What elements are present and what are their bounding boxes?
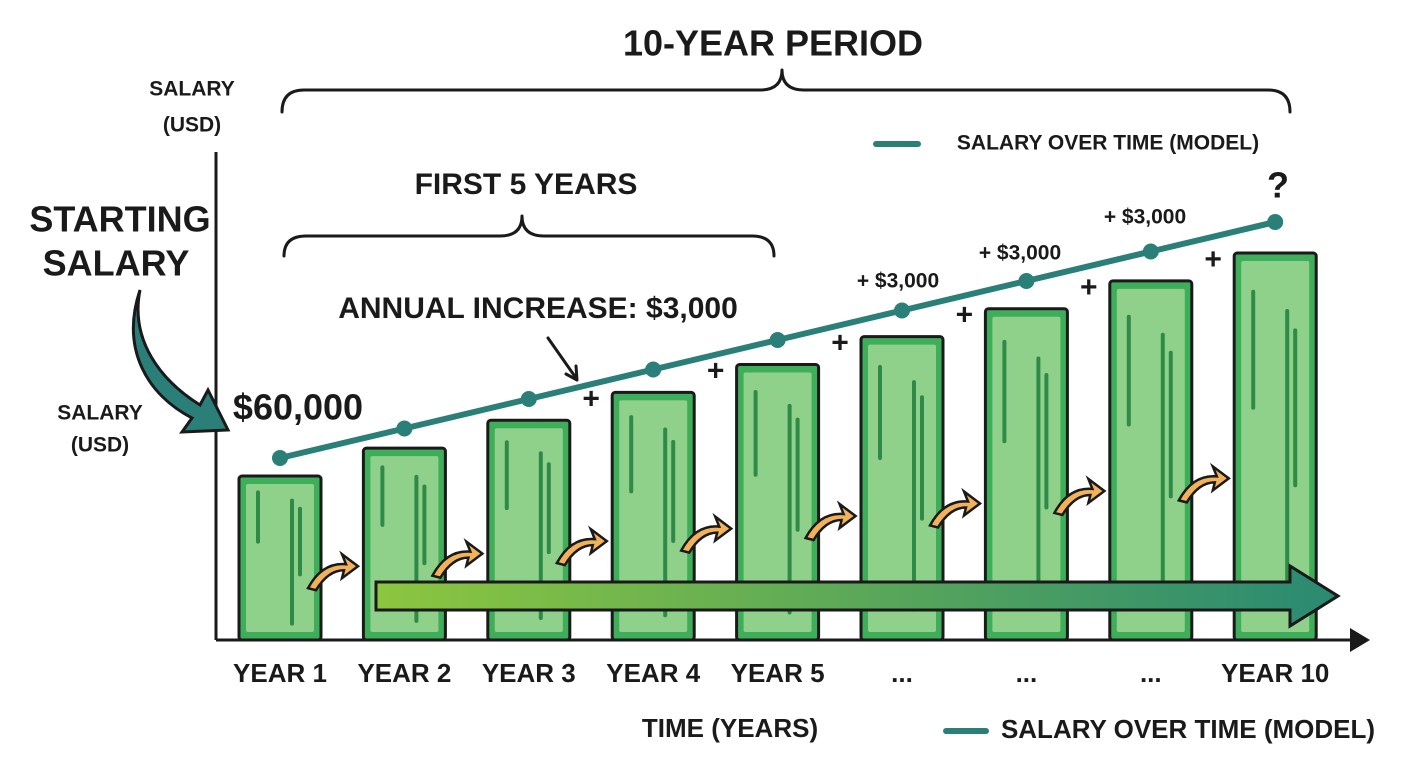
growth-arrow bbox=[1052, 475, 1107, 517]
plus-sign: + bbox=[831, 327, 849, 360]
bar-inner bbox=[246, 484, 314, 632]
step-label: + $3,000 bbox=[1104, 206, 1186, 229]
salary-point bbox=[1142, 243, 1159, 260]
bar-inner bbox=[1241, 261, 1310, 632]
step-label: + $3,000 bbox=[857, 270, 939, 293]
bar-inner bbox=[868, 344, 936, 632]
bar-inner bbox=[1116, 288, 1185, 632]
time-arrow bbox=[374, 563, 1341, 629]
growth-arrow bbox=[679, 512, 734, 555]
x-tick-label: ... bbox=[891, 658, 913, 688]
growth-arrow bbox=[803, 500, 858, 542]
starting-label: STARTING bbox=[29, 199, 210, 240]
legend-label: SALARY OVER TIME (MODEL) bbox=[957, 132, 1259, 155]
x-tick-label: YEAR 3 bbox=[482, 658, 576, 688]
growth-arrow bbox=[430, 537, 485, 580]
side-label: SALARY bbox=[57, 402, 143, 425]
x-tick-label: YEAR 10 bbox=[1221, 658, 1329, 688]
step-label: + $3,000 bbox=[979, 242, 1061, 265]
x-tick-label: YEAR 5 bbox=[731, 658, 825, 688]
plus-sign: + bbox=[956, 299, 974, 332]
salary-point bbox=[396, 420, 413, 437]
plus-sign: + bbox=[582, 382, 600, 415]
salary-point bbox=[769, 332, 786, 348]
increase-annotation: ANNUAL INCREASE: $3,000 bbox=[338, 292, 738, 325]
starting-label: SALARY bbox=[43, 243, 190, 284]
starting-arrow bbox=[131, 289, 231, 434]
x-tick-label: YEAR 2 bbox=[357, 658, 451, 688]
plus-sign: + bbox=[1204, 243, 1222, 276]
bar-inner bbox=[619, 400, 688, 632]
bar-inner bbox=[992, 316, 1061, 632]
x-tick-label: YEAR 1 bbox=[233, 658, 327, 688]
chart-title: 10-YEAR PERIOD bbox=[623, 23, 923, 64]
y-label: SALARY bbox=[149, 78, 235, 101]
salary-point bbox=[645, 361, 662, 378]
growth-arrow bbox=[306, 550, 361, 592]
plus-sign: + bbox=[1080, 271, 1098, 304]
growth-arrow bbox=[554, 525, 609, 567]
increase-pointer bbox=[546, 336, 579, 382]
salary-point bbox=[894, 302, 910, 319]
salary-point bbox=[520, 391, 537, 407]
side-label: (USD) bbox=[71, 434, 129, 457]
plus-sign: + bbox=[707, 354, 725, 387]
y-label: (USD) bbox=[163, 114, 221, 137]
x-tick-label: ... bbox=[1016, 658, 1038, 688]
salary-point bbox=[1018, 273, 1035, 289]
start-value: $60,000 bbox=[233, 387, 363, 428]
legend-label: SALARY OVER TIME (MODEL) bbox=[1001, 714, 1375, 744]
subtitle: FIRST 5 YEARS bbox=[415, 168, 638, 201]
question-mark: ? bbox=[1267, 165, 1289, 206]
growth-arrow bbox=[928, 487, 983, 529]
x-tick-label: ... bbox=[1140, 658, 1162, 688]
growth-arrow bbox=[1176, 462, 1231, 504]
x-axis-arrow bbox=[1350, 628, 1370, 652]
period-bracket bbox=[280, 68, 1292, 114]
x-tick-label: YEAR 4 bbox=[606, 658, 700, 688]
salary-point bbox=[1267, 214, 1284, 230]
bar-inner bbox=[743, 372, 812, 632]
x-label: TIME (YEARS) bbox=[642, 713, 818, 743]
salary-point bbox=[272, 450, 288, 466]
five-year-bracket bbox=[282, 214, 776, 258]
